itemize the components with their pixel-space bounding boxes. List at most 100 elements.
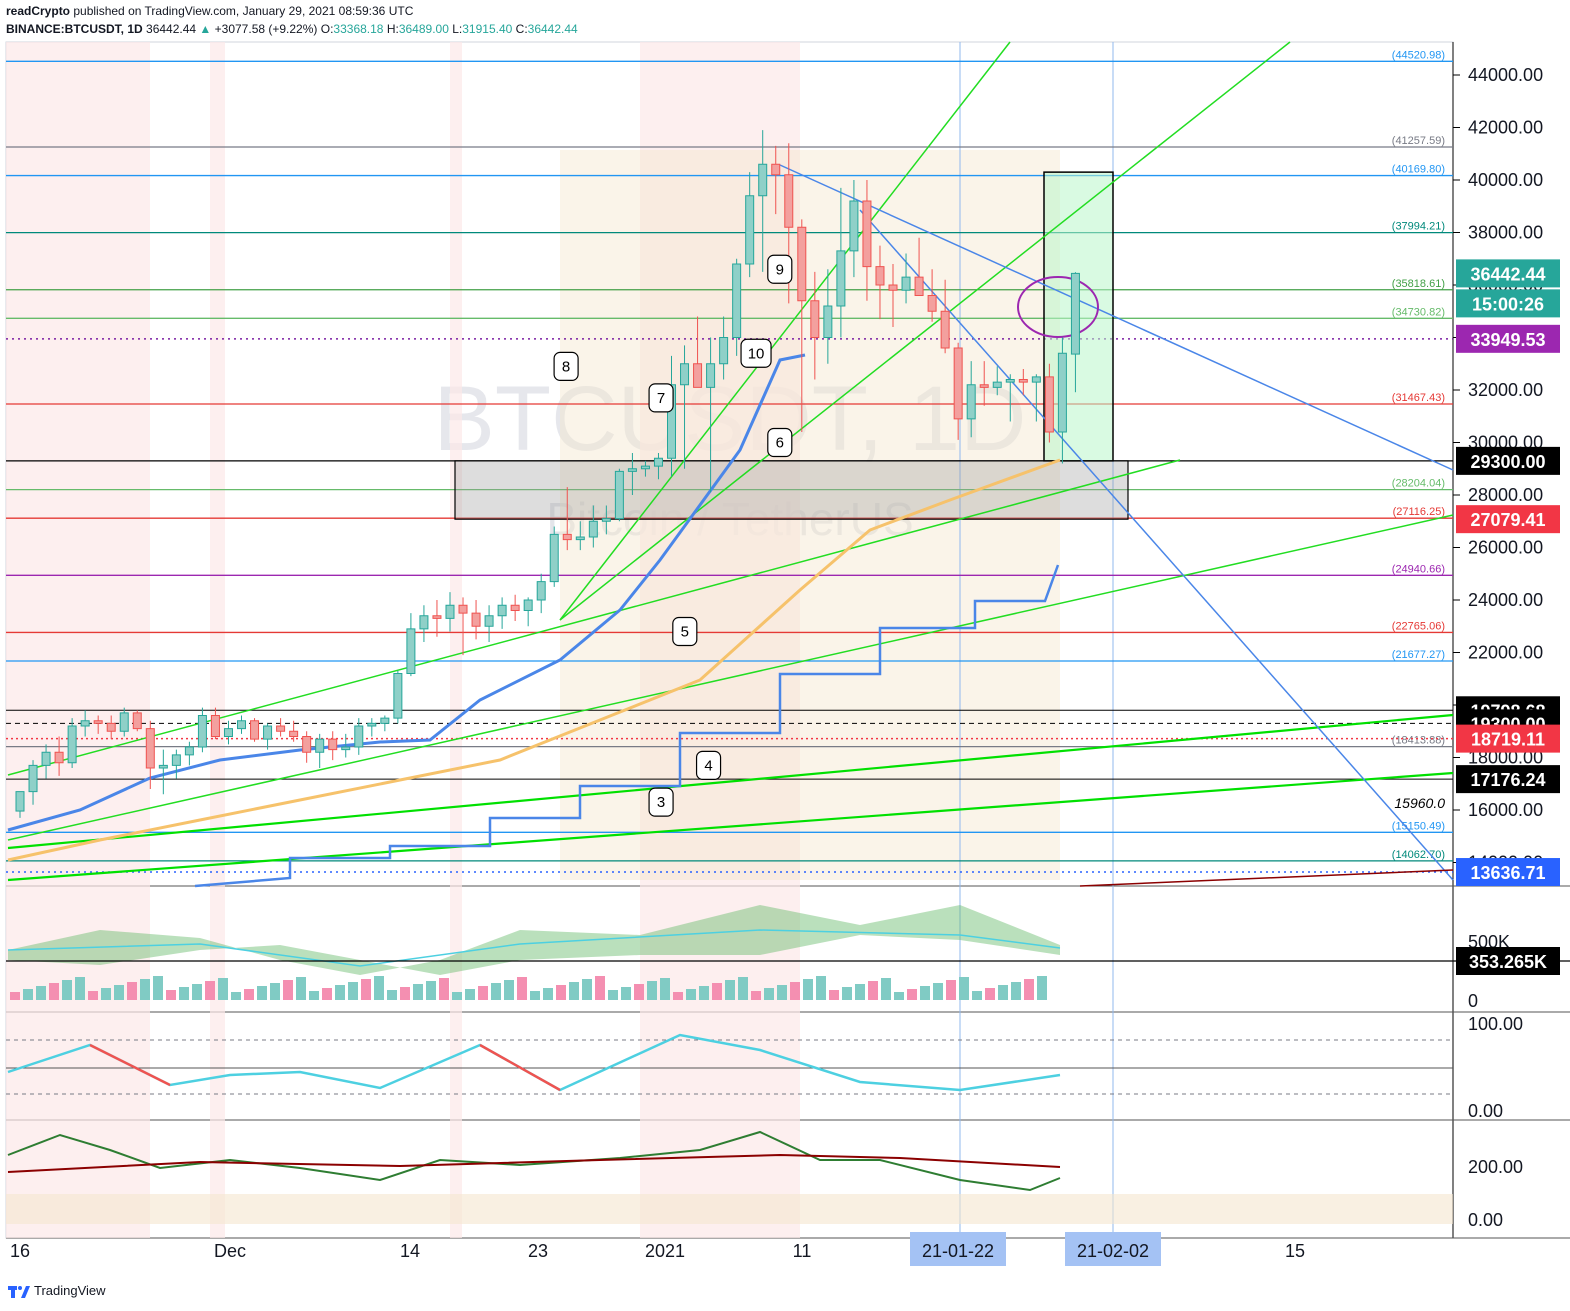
volume-bar	[816, 976, 826, 1000]
volume-bar	[166, 990, 176, 1000]
volume-bar	[751, 991, 761, 1000]
volume-bar	[491, 983, 501, 1000]
candle-body	[354, 725, 364, 748]
volume-bar	[283, 980, 293, 1000]
level-label: (24940.66)	[1392, 563, 1445, 575]
callout-4: 4	[695, 750, 722, 780]
volume-bar	[725, 980, 735, 1000]
candle-body	[184, 746, 194, 756]
low-label: L:	[452, 22, 463, 36]
callout-7: 7	[648, 383, 674, 413]
candle-body	[15, 791, 25, 812]
price-badge-label: 17176.24	[1470, 770, 1545, 790]
callout-9: 9	[767, 254, 793, 284]
candle-body	[667, 384, 676, 459]
time-label: 21-01-22	[922, 1241, 994, 1261]
time-label: 14	[400, 1241, 420, 1261]
axis-tick-label: 42000.00	[1468, 118, 1543, 138]
candle-body	[419, 615, 429, 630]
time-label: 21-02-02	[1077, 1241, 1149, 1261]
time-label: 11	[793, 1241, 812, 1261]
axis-tick-label: 44000.00	[1468, 65, 1543, 85]
volume-bar	[127, 982, 137, 1000]
candle-body	[653, 457, 663, 467]
volume-bar	[10, 992, 20, 1000]
volume-bar	[75, 977, 85, 1000]
level-label: (22765.06)	[1392, 620, 1445, 632]
candle-body	[849, 200, 859, 252]
volume-bar	[270, 983, 280, 1000]
volume-bar	[465, 989, 475, 1000]
candle-body	[562, 533, 572, 541]
time-label: Dec	[214, 1241, 246, 1261]
close-value: 36442.44	[527, 22, 578, 36]
candle-body	[588, 520, 598, 538]
price-badge-label: 15:00:26	[1472, 294, 1544, 314]
price-change: +3077.58 (+9.22%)	[214, 22, 318, 36]
price-chart[interactable]: BTCUSDT, 1D Bitcoin / TetherUS (44520.98…	[0, 0, 1570, 1280]
level-label: (28204.04)	[1392, 478, 1445, 490]
candle-body	[1044, 376, 1054, 433]
symbol-name[interactable]: BINANCE:BTCUSDT, 1D	[6, 22, 143, 36]
callout-box	[740, 338, 772, 368]
candle-body	[289, 730, 299, 737]
volume-bar	[699, 986, 709, 1000]
volume-bar	[673, 992, 683, 1000]
price-badge	[1456, 858, 1560, 887]
volume-bar	[192, 984, 202, 1000]
price-badge	[1456, 505, 1560, 534]
trend-line	[859, 209, 1454, 881]
up-arrow-icon: ▲	[199, 22, 212, 36]
volume-bar	[569, 982, 579, 1000]
price-note: 15960.0	[1394, 795, 1445, 811]
price-badge-label: 29300.00	[1470, 452, 1545, 472]
tradingview-logo-icon	[8, 1285, 30, 1298]
session-shade	[6, 42, 150, 1238]
callout-label: 7	[657, 390, 665, 407]
trend-line	[779, 164, 1454, 471]
session-shade	[210, 42, 225, 1238]
volume-badge-label: 353.265K	[1469, 952, 1547, 972]
volume-bar	[530, 991, 540, 1000]
candle-body	[693, 363, 703, 388]
callout-5: 5	[672, 616, 698, 647]
volume-bar	[517, 977, 527, 1000]
candle-body	[1018, 379, 1028, 383]
volume-bar	[933, 983, 943, 1000]
candle-body	[237, 720, 247, 730]
volume-bar	[712, 983, 722, 1000]
volume-bar	[23, 989, 33, 1000]
candle-body	[132, 712, 142, 730]
candle-body	[328, 738, 338, 751]
footer-brand[interactable]: TradingView	[8, 1283, 106, 1298]
oscillator-signal	[7, 1153, 1061, 1173]
volume-cloud	[8, 905, 1060, 975]
callout-label: 8	[562, 358, 570, 375]
level-label: (40169.80)	[1392, 164, 1445, 176]
candle-body	[497, 604, 507, 617]
session-shade	[450, 42, 462, 1238]
candle-body	[640, 465, 650, 470]
candle-body	[171, 754, 181, 766]
candle-body	[54, 751, 64, 764]
level-label: (37994.21)	[1392, 221, 1445, 233]
trend-line	[7, 514, 1454, 841]
candle-body	[432, 615, 442, 619]
volume-bar	[634, 984, 644, 1000]
price-badge	[1456, 259, 1560, 288]
volume-bar	[361, 979, 371, 1000]
trend-line	[7, 771, 1454, 882]
candle-body	[41, 751, 51, 766]
trend-line	[7, 713, 1454, 850]
candle-body	[302, 736, 312, 753]
callout-label: 9	[776, 261, 784, 278]
volume-bar	[296, 977, 306, 1000]
axis-tick-label: 16000.00	[1468, 800, 1543, 820]
level-label: (41257.59)	[1392, 135, 1445, 147]
candle-body	[771, 163, 781, 176]
volume-bar	[842, 987, 852, 1000]
author-name[interactable]: readCrypto	[6, 4, 71, 18]
callout-box	[648, 787, 674, 817]
candle-body	[250, 720, 260, 740]
axis-tick-label: 24000.00	[1468, 590, 1543, 610]
